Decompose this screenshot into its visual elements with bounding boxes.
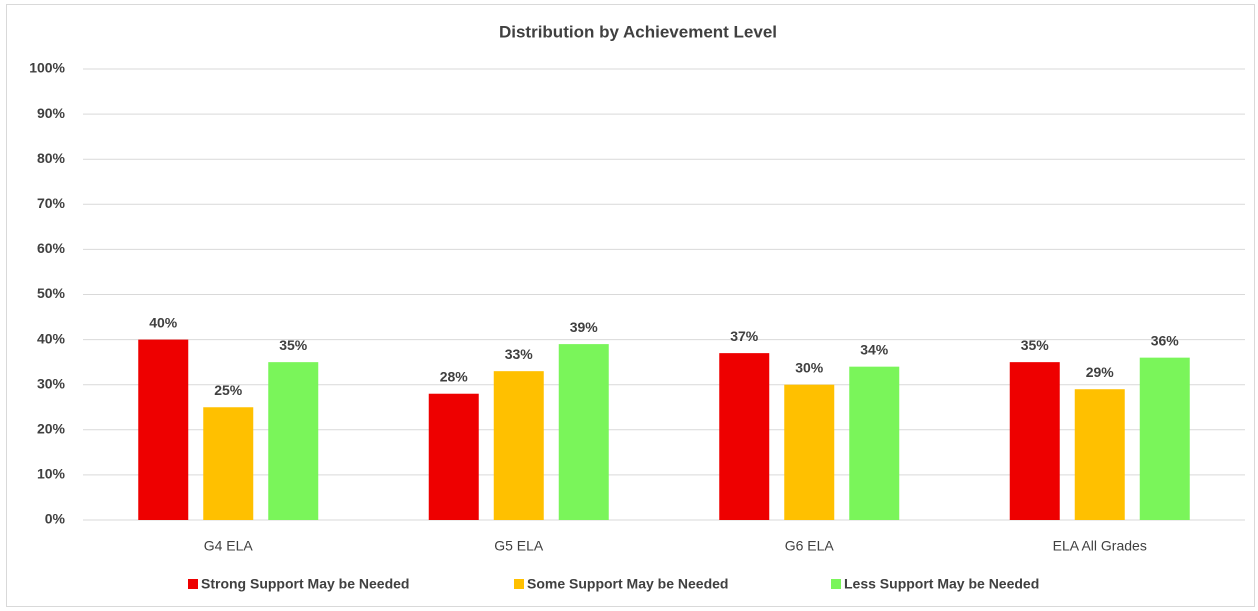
y-tick-label: 90% <box>37 105 66 121</box>
data-label: 39% <box>570 319 599 335</box>
y-tick-label: 80% <box>37 150 66 166</box>
bar <box>1139 357 1190 520</box>
y-tick-label: 70% <box>37 195 66 211</box>
y-tick-label: 60% <box>37 240 66 256</box>
data-label: 30% <box>795 359 824 375</box>
bar <box>428 393 479 520</box>
x-tick-label: G5 ELA <box>494 538 544 554</box>
x-tick-label: G4 ELA <box>204 538 254 554</box>
legend-swatch <box>831 579 841 589</box>
bar <box>268 362 319 520</box>
bar <box>719 353 770 520</box>
data-label: 35% <box>1021 337 1050 353</box>
chart-border <box>6 4 1255 607</box>
bar <box>1074 389 1125 520</box>
data-label: 28% <box>440 368 469 384</box>
data-label: 29% <box>1086 364 1115 380</box>
y-tick-label: 0% <box>45 511 66 527</box>
legend-label: Strong Support May be Needed <box>201 576 409 592</box>
data-label: 35% <box>279 337 308 353</box>
bar <box>784 384 835 520</box>
legend-label: Some Support May be Needed <box>527 576 728 592</box>
y-tick-label: 20% <box>37 421 66 437</box>
y-tick-label: 10% <box>37 466 66 482</box>
legend-swatch <box>514 579 524 589</box>
data-label: 36% <box>1151 332 1180 348</box>
data-label: 25% <box>214 382 243 398</box>
bar <box>493 371 544 520</box>
data-label: 40% <box>149 314 178 330</box>
bar <box>203 407 254 520</box>
bar <box>849 366 900 520</box>
x-tick-label: G6 ELA <box>785 538 835 554</box>
data-label: 33% <box>505 346 534 362</box>
bar <box>138 339 189 520</box>
y-tick-label: 30% <box>37 375 66 391</box>
y-tick-label: 100% <box>29 60 65 76</box>
y-tick-label: 50% <box>37 285 66 301</box>
x-tick-label: ELA All Grades <box>1053 538 1147 554</box>
legend-label: Less Support May be Needed <box>844 576 1039 592</box>
legend-swatch <box>188 579 198 589</box>
chart-title: Distribution by Achievement Level <box>499 22 777 41</box>
data-label: 37% <box>730 328 759 344</box>
data-label: 34% <box>860 341 889 357</box>
y-tick-label: 40% <box>37 330 66 346</box>
bar <box>558 344 609 520</box>
bar <box>1009 362 1060 520</box>
